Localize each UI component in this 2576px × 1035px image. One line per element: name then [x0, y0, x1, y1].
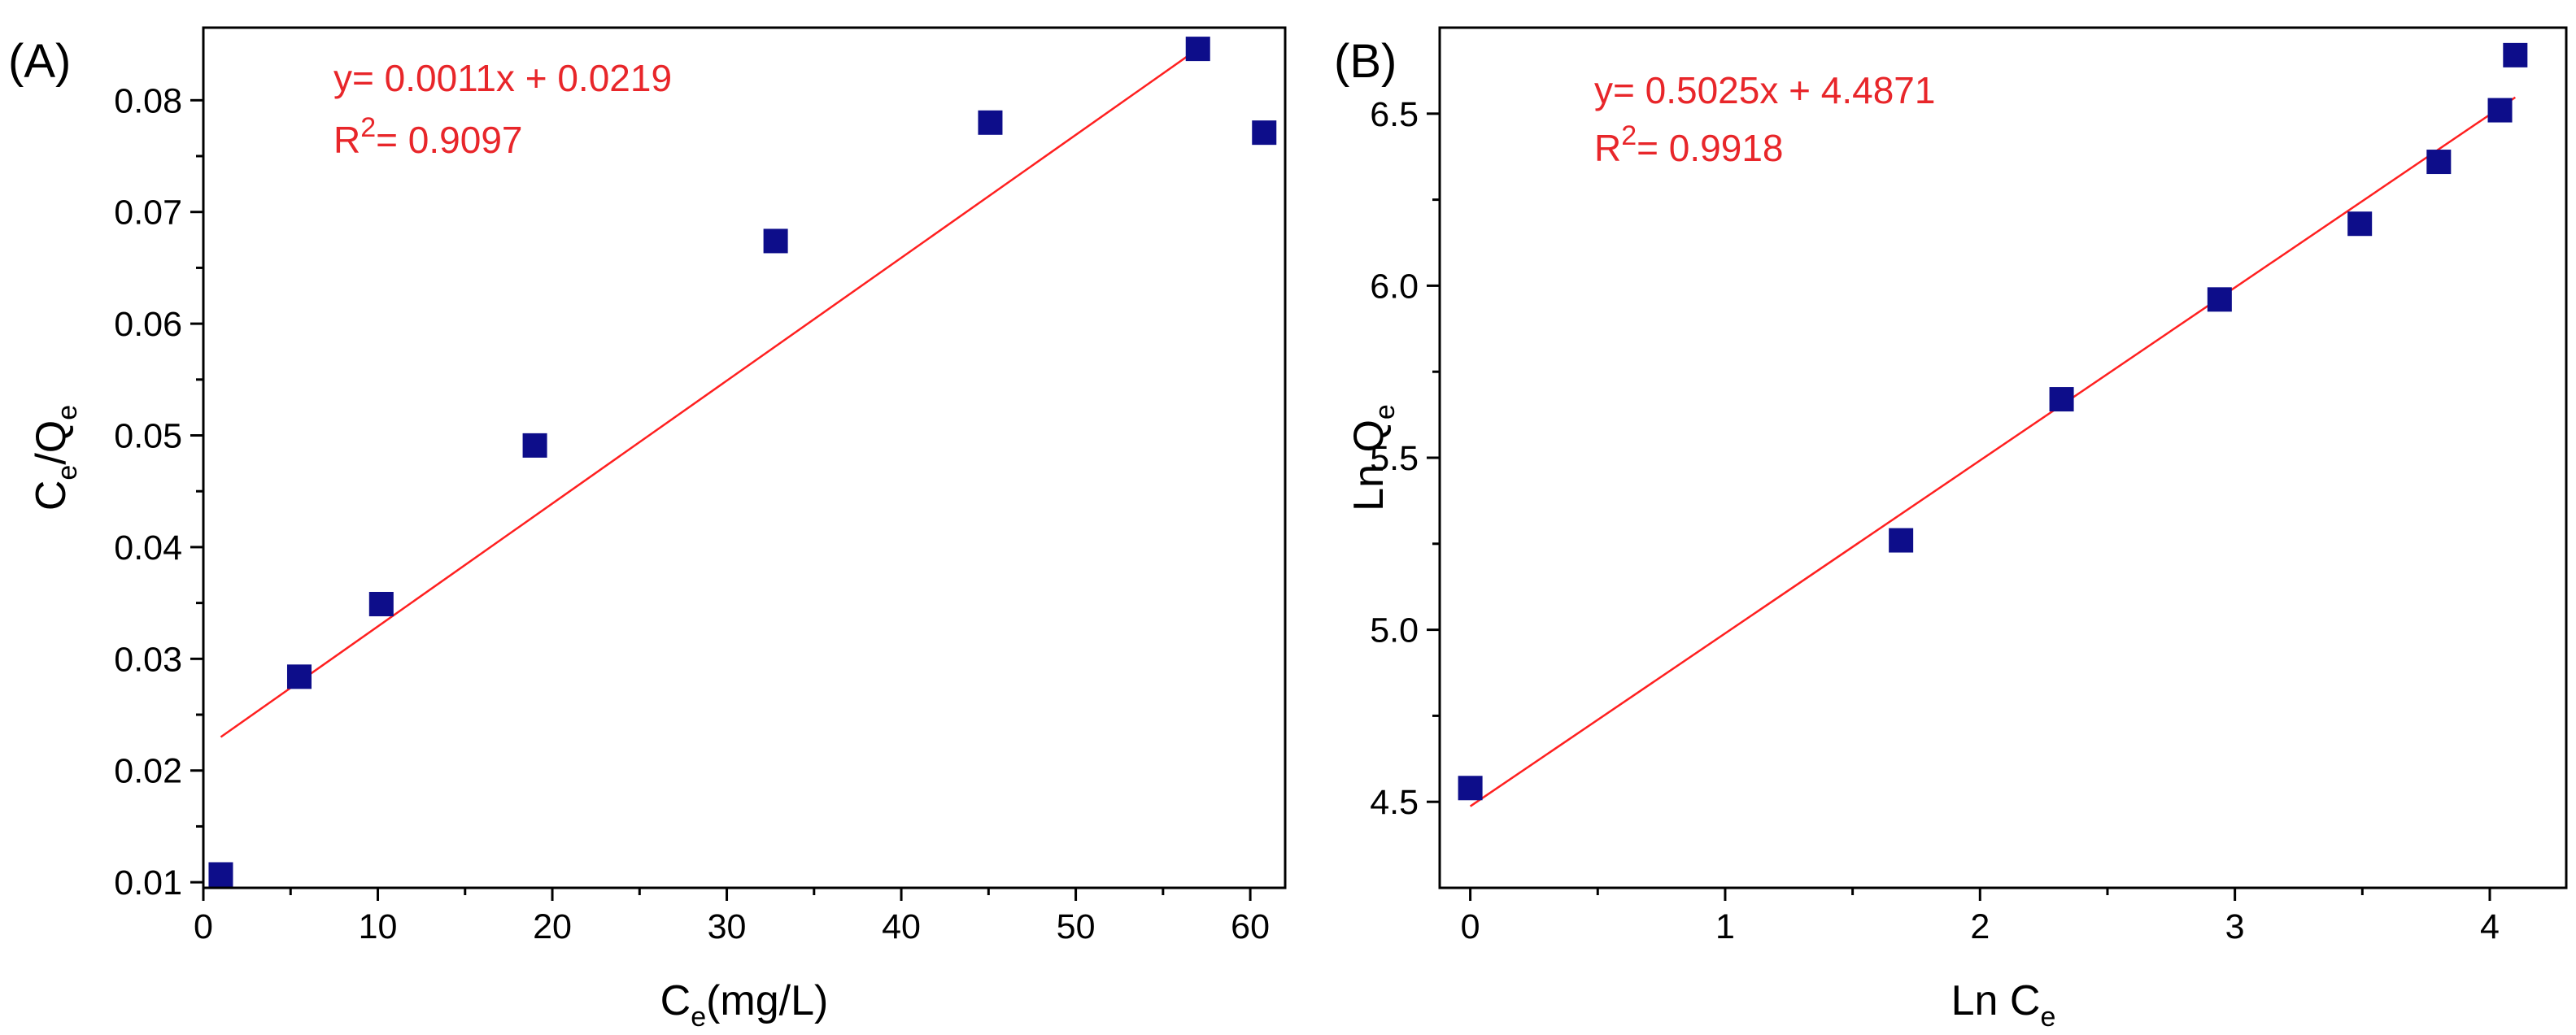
panel-a-data-point — [208, 862, 233, 887]
panel-a-plot-frame — [202, 26, 1287, 889]
panel-b-data-point — [1889, 528, 1914, 553]
panel-b-y-tick-label: 5.0 — [1370, 611, 1419, 650]
panel-a-y-tick-label: 0.06 — [114, 305, 182, 344]
panel-a-y-tick-label: 0.04 — [114, 528, 182, 568]
panel-b: (B) 0 1 2 3 4 4.5 5.0 5.5 6.0 6.5 y= 0.5025x + 4… — [1334, 26, 2568, 1033]
panel-a-data-points — [208, 37, 1277, 887]
panel-a-y-tick-label: 0.07 — [114, 194, 182, 233]
panel-a-label: (A) — [8, 35, 71, 88]
panel-b-x-tick-label: 0 — [1461, 907, 1480, 946]
panel-a-data-point — [522, 433, 547, 458]
panel-a-equation: y= 0.0011x + 0.0219 — [333, 57, 672, 99]
panel-a-y-tick-label: 0.05 — [114, 417, 182, 456]
panel-b-y-tick-label: 6.5 — [1370, 95, 1419, 134]
panel-a-x-tick-label: 10 — [359, 907, 398, 946]
panel-a-fit-line — [220, 41, 1208, 738]
panel-b-data-point — [2426, 150, 2452, 175]
panel-b-y-ticks: 4.5 5.0 5.5 6.0 6.5 — [1370, 95, 1440, 822]
panel-a-x-tick-label: 60 — [1231, 907, 1270, 946]
panel-b-r-squared: R2= 0.9918 — [1594, 120, 1784, 169]
panel-a-x-tick-label: 50 — [1057, 907, 1096, 946]
panel-a-data-point — [1252, 120, 1277, 146]
panel-a-r-squared: R2= 0.9097 — [333, 112, 523, 161]
panel-b-y-axis-title: Ln Qe — [1345, 404, 1401, 511]
panel-b-y-tick-label: 6.0 — [1370, 267, 1419, 306]
panel-b-equation: y= 0.5025x + 4.4871 — [1594, 69, 1935, 111]
panel-a-x-tick-label: 40 — [882, 907, 921, 946]
panel-a-x-tick-label: 20 — [533, 907, 572, 946]
panel-a-x-axis-title: Ce(mg/L) — [660, 977, 829, 1033]
panel-b-data-point — [2487, 98, 2513, 123]
panel-a-y-tick-label: 0.08 — [114, 81, 182, 120]
panel-b-label: (B) — [1334, 35, 1397, 88]
panel-b-x-tick-label: 3 — [2225, 907, 2245, 946]
panel-b-x-tick-label: 4 — [2480, 907, 2500, 946]
panel-a: (A) 0 10 20 30 40 50 60 0.010.020.030.040.050.… — [8, 26, 1287, 1033]
panel-b-y-tick-label: 5.5 — [1370, 439, 1419, 478]
panel-b-x-tick-label: 2 — [1970, 907, 1990, 946]
panel-b-data-point — [2503, 42, 2528, 67]
panel-a-x-tick-label: 0 — [194, 907, 213, 946]
panel-a-x-tick-label: 30 — [708, 907, 747, 946]
panel-a-y-axis-title: Ce/Qe — [28, 405, 83, 511]
panel-b-data-point — [2347, 211, 2373, 237]
panel-a-x-ticks: 0 10 20 30 40 50 60 — [194, 888, 1270, 946]
panel-b-data-points — [1458, 42, 2528, 801]
panel-a-y-tick-label: 0.03 — [114, 640, 182, 679]
panel-a-data-point — [1185, 37, 1210, 62]
panel-b-fit-line — [1469, 96, 2517, 807]
panel-b-data-point — [2049, 387, 2074, 412]
panel-a-data-point — [368, 591, 394, 616]
panel-a-y-ticks: 0.01 0.02 0.03 0.04 0.05 0.06 0.07 0.08 — [114, 81, 203, 902]
panel-a-data-point — [763, 228, 788, 254]
panel-a-y-tick-label: 0.02 — [114, 752, 182, 791]
panel-b-data-point — [2207, 287, 2232, 312]
panel-b-x-tick-label: 1 — [1715, 907, 1735, 946]
panel-b-x-axis-title: Ln Ce — [1951, 977, 2056, 1033]
panel-a-data-point — [978, 110, 1003, 135]
panel-a-data-point — [286, 664, 312, 689]
panel-a-y-tick-label: 0.01 — [114, 863, 182, 902]
panel-b-y-tick-label: 4.5 — [1370, 783, 1419, 822]
panel-b-x-ticks: 0 1 2 3 4 — [1461, 888, 2500, 946]
panel-b-data-point — [1458, 776, 1483, 801]
